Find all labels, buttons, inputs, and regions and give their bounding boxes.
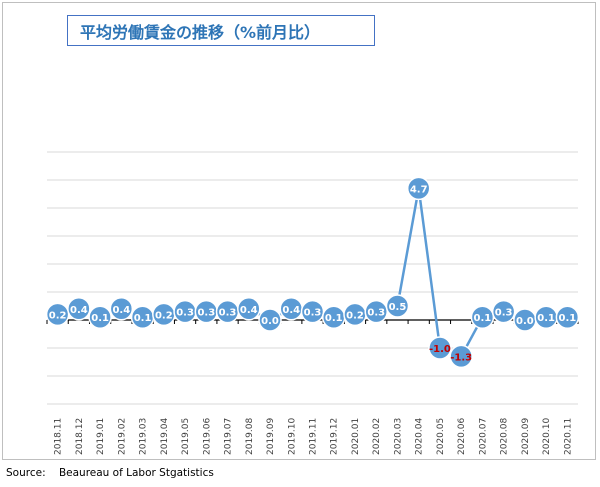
data-label: 0.1 bbox=[537, 313, 555, 324]
data-point bbox=[109, 297, 134, 321]
x-tick-label: 2019.12 bbox=[330, 418, 340, 455]
data-label: 0.4 bbox=[282, 305, 300, 316]
x-tick-label: 2020.01 bbox=[351, 418, 361, 455]
data-point bbox=[258, 308, 282, 332]
chart-title: 平均労働賃金の推移（%前月比） bbox=[80, 22, 321, 42]
x-tick-label: 2020.02 bbox=[372, 418, 382, 455]
x-tick-label: 2019.04 bbox=[160, 418, 170, 455]
x-tick-label: 2019.06 bbox=[202, 418, 212, 455]
x-tick-label: 2019.07 bbox=[224, 418, 234, 455]
data-point bbox=[428, 336, 452, 360]
x-tick-label: 2019.05 bbox=[181, 418, 191, 455]
x-tick-label: 2019.01 bbox=[96, 418, 106, 455]
data-label: 4.7 bbox=[410, 184, 428, 195]
data-label: 0.3 bbox=[197, 308, 215, 319]
data-label: 0.1 bbox=[325, 313, 343, 324]
data-point bbox=[385, 294, 410, 318]
x-tick-label: 2019.09 bbox=[266, 418, 276, 455]
data-label: 0.3 bbox=[367, 308, 385, 319]
data-point bbox=[406, 176, 431, 201]
data-label: 0.2 bbox=[346, 310, 364, 321]
data-label: 0.4 bbox=[70, 305, 88, 316]
x-tick-label: 2020.11 bbox=[563, 418, 573, 455]
x-tick-label: 2020.05 bbox=[436, 418, 446, 455]
data-label: 0.1 bbox=[474, 313, 492, 324]
data-point bbox=[491, 299, 516, 324]
data-label: 0.2 bbox=[49, 310, 67, 321]
x-tick-label: 2019.03 bbox=[139, 418, 149, 455]
x-tick-label: 2018.12 bbox=[75, 418, 85, 455]
data-label: 0.4 bbox=[112, 305, 130, 316]
x-tick-label: 2020.03 bbox=[393, 418, 403, 455]
data-point bbox=[67, 297, 91, 321]
x-tick-label: 2018.11 bbox=[54, 418, 64, 455]
data-label: 0.0 bbox=[261, 316, 279, 327]
x-tick-label: 2019.11 bbox=[309, 418, 319, 455]
x-tick-label: 2020.04 bbox=[415, 418, 425, 455]
x-tick-label: 2019.08 bbox=[245, 418, 255, 455]
x-tick-label: 2020.06 bbox=[457, 418, 467, 455]
chart-title-box: 平均労働賃金の推移（%前月比） bbox=[67, 15, 375, 46]
x-tick-label: 2019.10 bbox=[287, 418, 297, 455]
data-point bbox=[449, 344, 473, 369]
x-tick-label: 2020.07 bbox=[478, 418, 488, 455]
data-label: 0.5 bbox=[389, 302, 407, 313]
data-label: -1.3 bbox=[450, 352, 472, 363]
series-line bbox=[57, 187, 568, 358]
data-label: 0.4 bbox=[240, 305, 258, 316]
data-point bbox=[555, 305, 580, 329]
source-note: Source: Beaureau of Labor Stgatistics bbox=[6, 467, 214, 479]
data-label: 0.3 bbox=[304, 308, 322, 319]
data-label: 0.0 bbox=[516, 316, 534, 327]
data-label: 0.3 bbox=[219, 308, 237, 319]
data-point bbox=[237, 297, 261, 321]
data-label: 0.1 bbox=[91, 313, 109, 324]
data-label: 0.1 bbox=[134, 313, 152, 324]
data-label: 0.3 bbox=[176, 308, 194, 319]
data-point bbox=[88, 305, 112, 329]
data-label: 0.3 bbox=[495, 308, 513, 319]
x-tick-label: 2020.09 bbox=[521, 418, 531, 455]
data-label: 0.2 bbox=[155, 310, 173, 321]
chart-frame bbox=[2, 2, 596, 460]
x-tick-label: 2020.08 bbox=[500, 418, 510, 455]
x-tick-label: 2020.10 bbox=[542, 418, 552, 455]
data-label: 0.1 bbox=[559, 313, 577, 324]
x-tick-label: 2019.02 bbox=[117, 418, 127, 455]
data-label: -1.0 bbox=[429, 344, 451, 355]
